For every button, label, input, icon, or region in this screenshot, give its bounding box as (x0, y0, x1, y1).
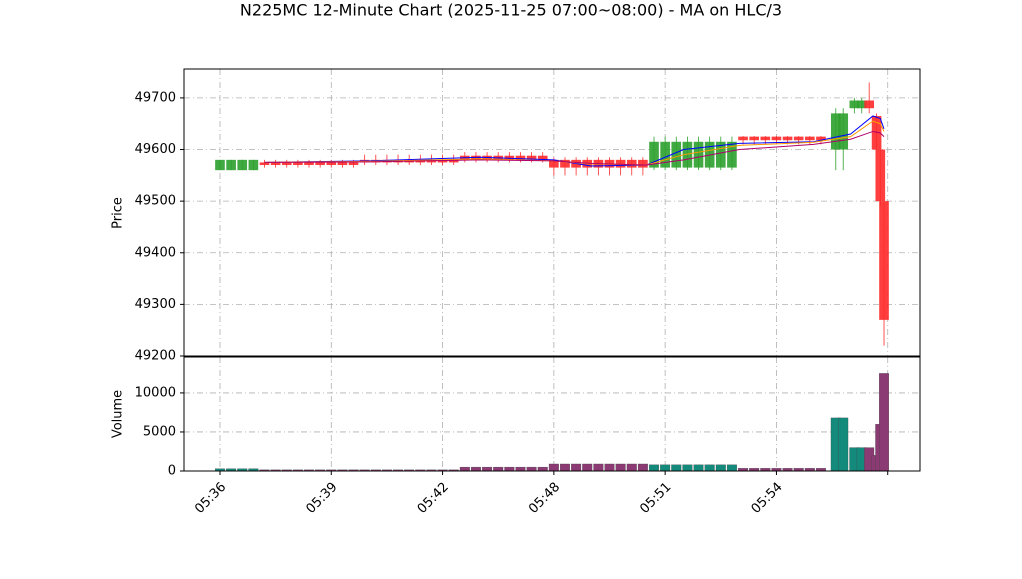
candle-body (760, 136, 771, 141)
volume-tick-label: 10000 (135, 385, 176, 400)
candle-body (281, 162, 292, 166)
candle-body (727, 141, 737, 168)
candle-body (248, 159, 259, 171)
volume-bar (726, 464, 737, 472)
candle-body (871, 115, 882, 150)
volume-bar (715, 464, 726, 472)
candle-body (626, 159, 637, 168)
candle-body (537, 155, 548, 160)
candle-body (259, 162, 270, 166)
candle-body (738, 136, 748, 141)
candle-body (437, 159, 448, 163)
y-tick-label: 49500 (135, 194, 176, 209)
volume-bar (693, 464, 704, 472)
candle-body (805, 136, 815, 141)
candle-body (526, 155, 537, 160)
volume-tick-label: 0 (168, 464, 176, 479)
candle-body (715, 141, 726, 168)
y-tick-label: 49700 (135, 90, 176, 105)
candle-body (337, 162, 348, 166)
volume-bar (626, 463, 637, 472)
volume-bar (660, 464, 671, 472)
volume-bar (470, 466, 481, 472)
volume-bar (604, 463, 615, 472)
candle-body (856, 100, 867, 109)
volume-axis-label: Volume (111, 390, 126, 438)
candle-body (504, 155, 515, 160)
volume-bar (493, 466, 504, 472)
volume-tick-label: 5000 (143, 424, 176, 439)
candle-body (348, 162, 359, 166)
volume-bar (537, 466, 548, 472)
candle-body (782, 136, 793, 141)
volume-bar (671, 464, 682, 472)
volume-bar (582, 463, 593, 472)
candle-body (448, 159, 459, 163)
candle-body (749, 136, 759, 141)
x-tick-label: 05:36 (192, 480, 229, 517)
candle-body (549, 159, 559, 168)
candle-body (682, 141, 693, 168)
moving-average (264, 115, 885, 167)
candle-body (830, 113, 841, 150)
candle-body (793, 136, 804, 141)
candle-body (560, 159, 570, 168)
y-tick-label: 49300 (135, 297, 176, 312)
candle-body (326, 162, 337, 166)
y-axis-label: Price (111, 197, 126, 229)
volume-bar (704, 464, 715, 472)
volume-bar (482, 466, 493, 472)
candle-body (693, 141, 704, 168)
candle-body (315, 162, 325, 166)
x-tick-label: 05:42 (415, 480, 452, 517)
candle-body (215, 159, 225, 171)
volume-bar (593, 463, 604, 472)
candle-body (838, 113, 849, 150)
candle-body (615, 159, 626, 168)
volume-bar (838, 417, 849, 472)
candle-body (237, 159, 248, 171)
moving-average (264, 130, 885, 166)
volume-bar (459, 466, 470, 472)
volume-bar (515, 466, 526, 472)
candle-body (879, 201, 889, 320)
candle-body (649, 141, 659, 168)
x-tick-label: 05:39 (303, 480, 340, 517)
candle-body (226, 159, 236, 171)
volume-bar (682, 464, 693, 472)
volume-bar (526, 466, 537, 472)
candle-body (304, 162, 314, 166)
candle-body (293, 162, 303, 166)
candle-body (660, 141, 670, 168)
candle-body (638, 159, 648, 168)
moving-average (264, 120, 885, 166)
candle-body (875, 149, 886, 202)
volume-bar (637, 463, 648, 472)
candle-body (671, 141, 682, 168)
x-tick-label: 05:48 (526, 480, 563, 517)
candle-body (270, 162, 281, 166)
candle-body (864, 100, 874, 109)
volume-bar (548, 463, 559, 472)
volume-bar (560, 463, 570, 472)
candle-body (771, 136, 782, 141)
candle-body (515, 155, 526, 160)
volume-bar (571, 463, 582, 472)
volume-bar (649, 464, 659, 472)
candle-body (849, 100, 860, 109)
volume-bar (879, 373, 889, 472)
candle-body (816, 136, 826, 141)
volume-bar (504, 466, 515, 472)
y-tick-label: 49200 (135, 349, 176, 364)
price-frame (183, 68, 921, 357)
y-tick-label: 49600 (135, 142, 176, 157)
volume-bar (615, 463, 626, 472)
x-tick-label: 05:51 (637, 480, 674, 517)
x-tick-label: 05:54 (749, 480, 786, 517)
volume-frame (183, 356, 921, 472)
chart-title: N225MC 12-Minute Chart (2025-11-25 07:00… (240, 1, 782, 20)
y-tick-label: 49400 (135, 245, 176, 260)
